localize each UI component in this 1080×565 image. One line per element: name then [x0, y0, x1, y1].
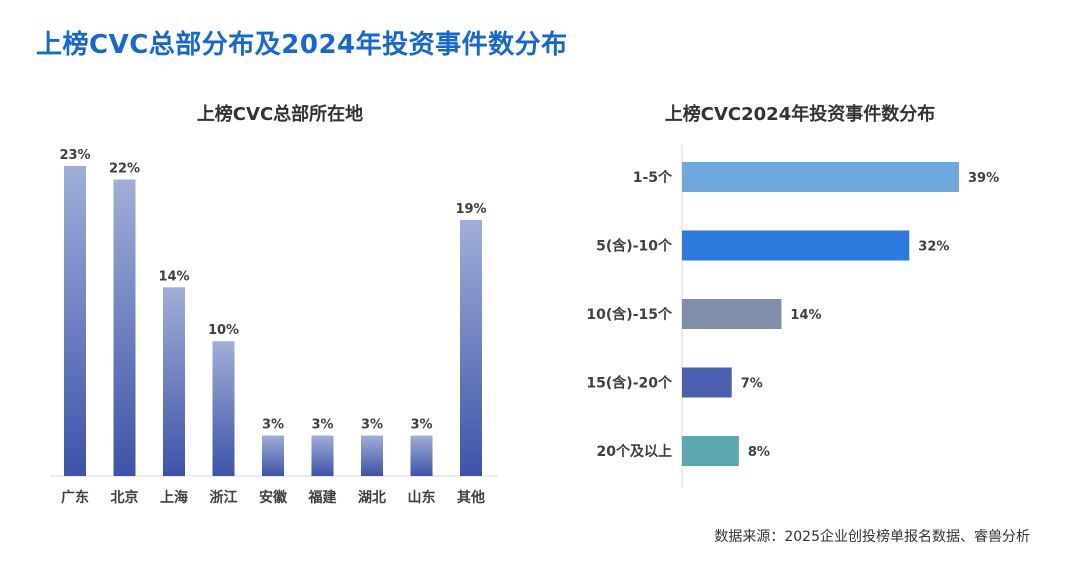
data-label: 3%	[311, 418, 333, 433]
data-source-note: 数据来源：2025企业创投榜单报名数据、睿兽分析	[714, 529, 1030, 545]
bar-15(含)-20个	[682, 367, 732, 398]
hq-location-bar-chart: 23% 广东 22% 北京 14% 上海 10% 浙江 3% 安徽 3% 福建 3% 湖北 3% 山东 19% 其…	[50, 148, 498, 506]
bar-5(含)-10个	[682, 230, 910, 261]
category-label: 上海	[160, 489, 188, 506]
category-label: 20个及以上	[597, 443, 672, 460]
data-label: 3%	[361, 418, 383, 433]
category-label: 15(含)-20个	[586, 375, 673, 392]
bar-福建	[311, 435, 334, 476]
data-label: 14%	[158, 269, 189, 284]
bar-安徽	[262, 435, 284, 476]
category-label: 10(含)-15个	[586, 306, 673, 323]
bar-20个及以上	[682, 436, 739, 466]
data-label: 10%	[208, 323, 239, 338]
bar-广东	[64, 166, 86, 476]
category-label: 其他	[457, 489, 485, 506]
bar-上海	[163, 287, 185, 476]
data-label: 39%	[968, 171, 999, 186]
data-label: 22%	[109, 161, 140, 176]
data-label: 32%	[918, 240, 949, 255]
page-title: 上榜CVC总部分布及2024年投资事件数分布	[36, 30, 568, 60]
category-label: 浙江	[210, 489, 238, 506]
data-label: 8%	[748, 445, 770, 460]
bar-10(含)-15个	[682, 299, 782, 329]
bar-北京	[113, 179, 136, 476]
data-label: 19%	[455, 202, 486, 217]
category-label: 1-5个	[633, 169, 673, 186]
bar-山东	[410, 435, 433, 476]
data-label: 14%	[790, 308, 821, 323]
left-chart-title: 上榜CVC总部所在地	[196, 104, 364, 125]
bar-其他	[460, 219, 482, 477]
data-label: 3%	[262, 418, 284, 433]
right-chart-title: 上榜CVC2024年投资事件数分布	[664, 104, 936, 125]
category-label: 湖北	[358, 490, 386, 506]
category-label: 北京	[111, 489, 139, 506]
bar-浙江	[212, 341, 235, 476]
category-label: 广东	[61, 489, 89, 506]
category-label: 5(含)-10个	[596, 238, 673, 255]
category-label: 福建	[308, 489, 337, 506]
investment-count-bar-chart: 1-5个 39% 5(含)-10个 32% 10(含)-15个 14% 15(含)-20个 7…	[586, 145, 999, 488]
data-label: 7%	[741, 377, 763, 392]
data-label: 23%	[59, 148, 90, 163]
bar-湖北	[361, 435, 383, 476]
category-label: 安徽	[259, 489, 288, 506]
bar-1-5个	[682, 162, 959, 192]
data-label: 3%	[410, 418, 432, 433]
category-label: 山东	[408, 489, 436, 506]
